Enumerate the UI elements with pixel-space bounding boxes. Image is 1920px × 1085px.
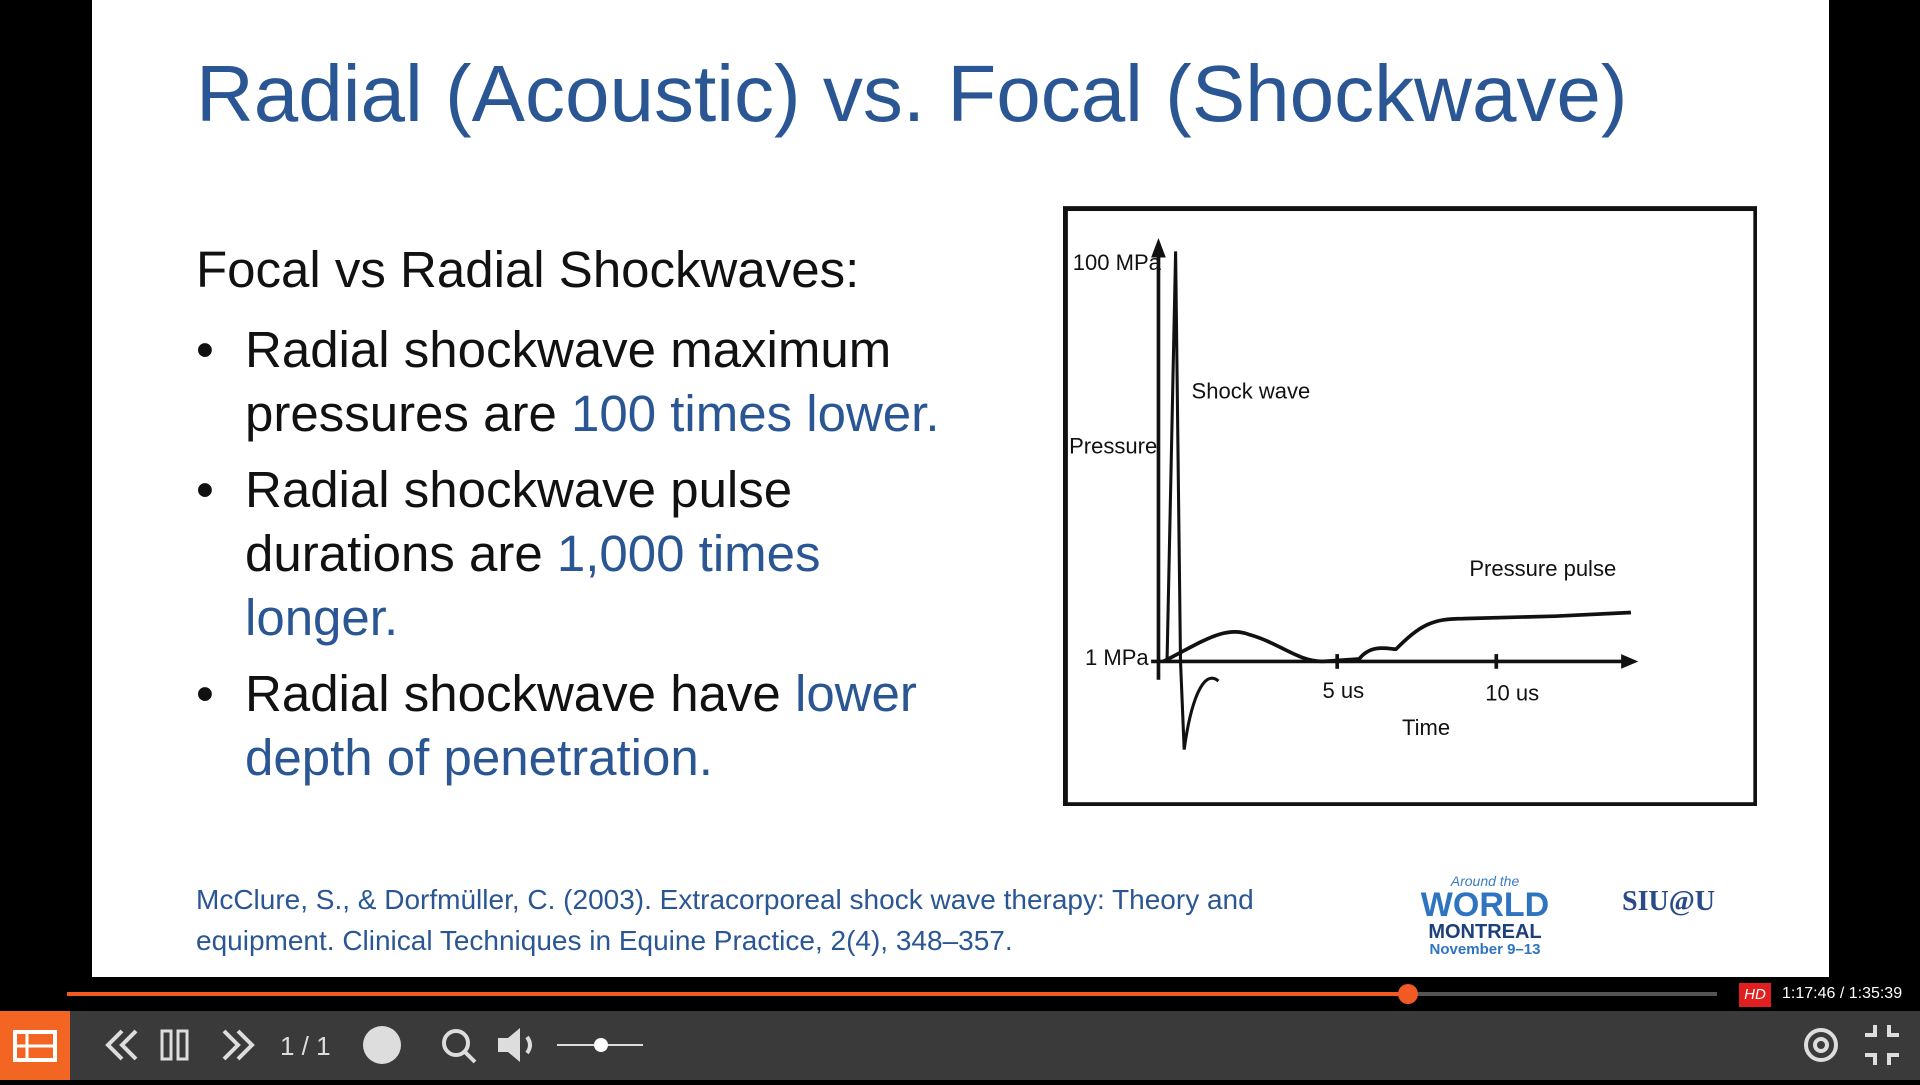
figure-border [1063,206,1757,806]
y-max-label: 100 MPa [1073,250,1162,275]
citation-line: McClure, S., & Dorfmüller, C. (2003). Ex… [196,884,1254,915]
search-button[interactable] [442,1029,470,1057]
bullet-text: Radial shockwave maximum pressures are [245,321,892,442]
logo-text: MONTREAL [1428,921,1542,943]
y-axis-label: Pressure [1069,433,1157,458]
volume-button[interactable] [498,1028,520,1062]
logo-text: WORLD [1420,886,1550,924]
bullet-highlight: lower depth of penetration. [245,665,917,786]
slides-button[interactable] [0,1011,70,1080]
bullet-text: Radial shockwave have [245,665,781,722]
slides-icon [13,1030,57,1062]
volume-knob[interactable] [594,1038,608,1052]
slide-title: Radial (Acoustic) vs. Focal (Shockwave) [196,49,1628,138]
theme-button[interactable] [363,1026,401,1064]
time-display: 1:17:46 / 1:35:39 [1782,985,1903,1002]
bullet-highlight: 1,000 times longer. [245,525,821,646]
x-axis-label: Time [1402,715,1450,740]
progress-knob[interactable] [1398,984,1418,1004]
next-button[interactable] [222,1029,255,1061]
logo-text: November 9–13 [1429,941,1541,958]
x-tick-label: 5 us [1322,678,1364,703]
pause-button[interactable] [160,1029,189,1061]
x-tick-label: 10 us [1485,681,1539,706]
figure: 100 MPa Pressure 1 MPa Shock wave Pressu… [1063,206,1757,806]
citation-line: equipment. Clinical Techniques in Equine… [196,925,1013,956]
fullscreen-exit-button[interactable] [1865,1025,1899,1065]
page-indicator: 1 / 1 [280,1031,331,1061]
controls [105,1025,1899,1065]
pressure-pulse-label: Pressure pulse [1469,556,1616,581]
settings-center [1813,1037,1829,1053]
volume-wave [525,1035,532,1055]
shock-wave-label: Shock wave [1192,378,1311,403]
logo-text: Around the [1450,873,1520,889]
pressure-pulse-curve [1162,610,1632,664]
control-bar [0,1011,1920,1080]
bullet: Radial shockwave pulse durations are 1,0… [196,458,980,650]
bullet: Radial shockwave maximum pressures are 1… [196,318,980,446]
progress-fill [67,992,1408,996]
logo-world: Around the WORLD MONTREAL November 9–13 [1400,874,1570,957]
slide-heading: Focal vs Radial Shockwaves: [196,241,860,298]
shock-wave-curve [1165,251,1220,750]
logo-siu: SIU@U [1622,886,1715,917]
bullet-text: Radial shockwave pulse durations are [245,461,793,582]
bullet: Radial shockwave have lower depth of pen… [196,662,980,790]
settings-button[interactable] [1804,1028,1838,1062]
y-min-label: 1 MPa [1085,645,1149,670]
axes [1151,245,1631,680]
hd-badge[interactable]: HD [1739,983,1771,1007]
prev-button[interactable] [105,1029,138,1061]
search-handle [463,1050,477,1064]
bullet-highlight: 100 times lower. [570,385,940,442]
